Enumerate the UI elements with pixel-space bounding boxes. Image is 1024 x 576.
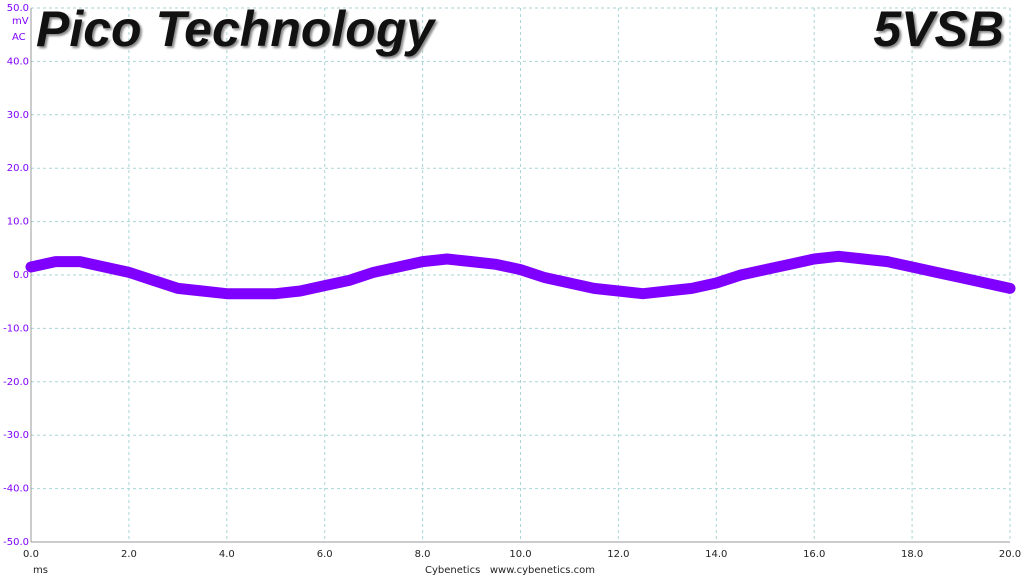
x-tick-label: 16.0 [803,549,825,560]
y-coupling: AC [12,32,26,43]
x-tick-label: 14.0 [705,549,727,560]
chart-title: Pico Technology [36,1,436,57]
y-tick-label: 40.0 [7,56,29,67]
waveform [25,250,1016,300]
x-tick-label: 10.0 [509,549,531,560]
y-tick-label: -40.0 [3,484,29,495]
y-tick-label: -30.0 [3,430,29,441]
x-unit: ms [33,565,48,576]
x-tick-label: 6.0 [317,549,333,560]
footer: Cybenetics www.cybenetics.com [425,565,595,576]
x-tick-label: 4.0 [219,549,235,560]
y-tick-label: 10.0 [7,217,29,228]
y-tick-label: -50.0 [3,537,29,548]
x-tick-label: 12.0 [607,549,629,560]
y-tick-label: 0.0 [13,270,29,281]
y-tick-label: 20.0 [7,163,29,174]
y-tick-label: 30.0 [7,110,29,121]
x-tick-label: 2.0 [121,549,137,560]
x-tick-label: 18.0 [901,549,923,560]
y-tick-label: -10.0 [3,323,29,334]
x-tick-label: 20.0 [999,549,1021,560]
x-tick-label: 8.0 [415,549,431,560]
y-tick-label: -20.0 [3,377,29,388]
x-tick-label: 0.0 [23,549,39,560]
y-tick-label: 50.0 [7,3,29,14]
y-unit: mV [12,16,29,27]
chart-subtitle: 5VSB [873,1,1004,57]
